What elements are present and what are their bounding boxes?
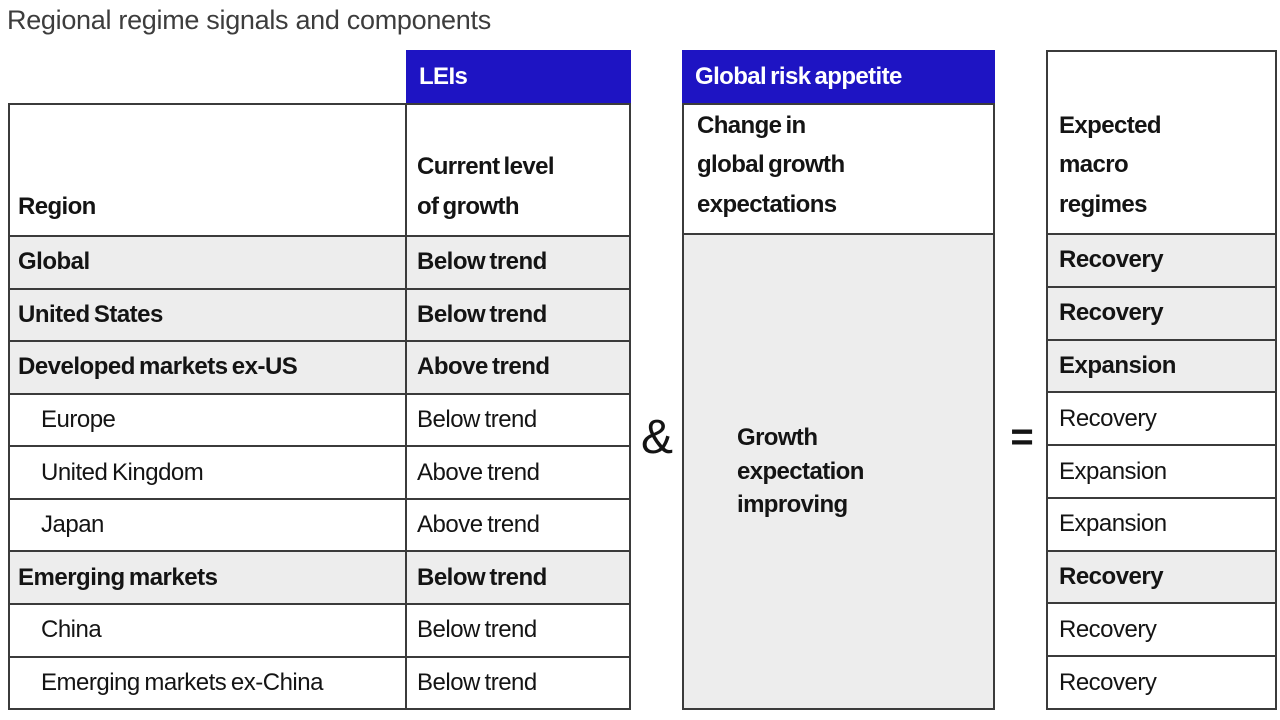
region-cell: United Kingdom [41, 458, 204, 486]
regimes-column-header: Expected macro regimes [1048, 52, 1275, 235]
growth-cell: Above trend [417, 458, 540, 486]
region-cell: Emerging markets ex-China [41, 668, 323, 696]
group-header-leis-label: LEIs [419, 62, 468, 90]
regime-cell: Recovery [1059, 668, 1157, 696]
growth-column-header: Current level of growth [417, 153, 555, 220]
figure-title: Regional regime signals and components [7, 5, 491, 35]
table-row: Emerging markets ex-China Below trend [10, 657, 629, 709]
equals-operator: = [1010, 415, 1034, 459]
region-cell: United States [18, 300, 163, 328]
table-row: United States Below trend [10, 289, 629, 343]
region-cell: China [41, 616, 102, 644]
risk-merged-cell: Growth expectation improving [684, 235, 993, 708]
ampersand-operator: & [640, 411, 673, 464]
table-row: Recovery [1048, 393, 1275, 447]
group-header-global-risk-appetite: Global risk appetite [682, 50, 995, 103]
table-row: Expansion [1048, 446, 1275, 499]
regime-cell: Recovery [1059, 615, 1157, 643]
group-header-leis: LEIs [406, 50, 631, 103]
table-row: China Below trend [10, 604, 629, 658]
growth-cell: Above trend [417, 353, 550, 381]
table-row: Expansion [1048, 340, 1275, 394]
growth-cell: Below trend [417, 248, 547, 276]
group-header-global-risk-appetite-label: Global risk appetite [695, 62, 902, 90]
table-row: Recovery [1048, 604, 1275, 658]
growth-cell: Below trend [417, 300, 547, 328]
risk-column-header: Change in global growth expectations [684, 105, 993, 235]
regions-table: Region Current level of growth Global Be… [8, 103, 631, 710]
table-row: Developed markets ex-US Above trend [10, 342, 629, 395]
growth-cell: Above trend [417, 511, 540, 539]
region-cell: Emerging markets [18, 563, 218, 591]
regime-cell: Recovery [1059, 404, 1157, 432]
table-row: Recovery [1048, 287, 1275, 341]
table-row: Emerging markets Below trend [10, 552, 629, 605]
regime-cell: Recovery [1059, 563, 1164, 591]
region-cell: Japan [41, 511, 104, 539]
growth-cell: Below trend [417, 405, 537, 433]
regime-cell: Recovery [1059, 246, 1164, 274]
table-row: Recovery [1048, 657, 1275, 708]
regime-cell: Expansion [1059, 351, 1176, 379]
table-row: Europe Below trend [10, 394, 629, 448]
region-cell: Global [18, 248, 90, 276]
growth-cell: Below trend [417, 616, 537, 644]
region-column-header: Region [10, 105, 407, 235]
table-row: Recovery [1048, 551, 1275, 605]
risk-appetite-column: Change in global growth expectations Gro… [682, 103, 995, 710]
regime-cell: Expansion [1059, 457, 1167, 485]
table-row: Global Below trend [10, 237, 629, 290]
regimes-table: Expected macro regimes Recovery Recovery… [1046, 50, 1277, 710]
table-row: Expansion [1048, 499, 1275, 552]
table-row: Recovery [1048, 235, 1275, 288]
regime-cell: Recovery [1059, 299, 1164, 327]
regions-table-header-row: Region Current level of growth [10, 105, 629, 237]
region-cell: Europe [41, 405, 116, 433]
table-row: United Kingdom Above trend [10, 447, 629, 500]
growth-cell: Below trend [417, 668, 537, 696]
table-row: Japan Above trend [10, 499, 629, 553]
regime-cell: Expansion [1059, 510, 1167, 538]
growth-cell: Below trend [417, 563, 547, 591]
region-cell: Developed markets ex-US [18, 353, 298, 381]
